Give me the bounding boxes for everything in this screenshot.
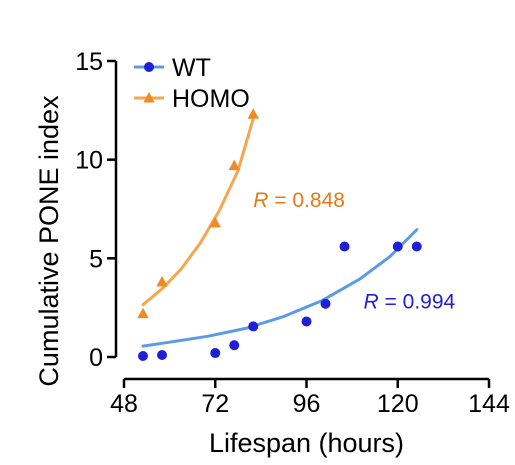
correlation-labels: R = 0.994 R = 0.848 <box>253 189 455 314</box>
wt-r-label: R = 0.994 <box>364 291 456 314</box>
y-axis-title: Cumulative PONE index <box>34 95 64 387</box>
homo-data-point <box>209 216 221 228</box>
y-tick-label: 0 <box>89 344 103 372</box>
homo-r-label: R = 0.848 <box>253 189 345 212</box>
y-tick-label: 10 <box>75 147 103 175</box>
wt-data-point <box>210 348 221 359</box>
data-points <box>137 108 422 362</box>
x-tick-label: 48 <box>110 390 138 418</box>
x-tick-label: 120 <box>377 390 419 418</box>
wt-data-point <box>157 350 168 361</box>
legend-homo-label: HOMO <box>172 85 250 113</box>
wt-data-point <box>229 340 240 351</box>
fit-lines <box>141 116 419 348</box>
legend-homo-marker <box>143 92 155 103</box>
x-tick-label: 72 <box>201 390 229 418</box>
homo-fit-curve <box>141 116 255 307</box>
x-axis-title: Lifespan (hours) <box>209 428 404 458</box>
homo-data-point <box>247 108 259 119</box>
wt-data-point <box>411 241 422 252</box>
wt-fit-curve <box>141 228 419 348</box>
homo-data-point <box>156 276 168 287</box>
x-ticks: 48 72 96 120 144 <box>110 379 510 418</box>
legend-wt-label: WT <box>172 54 211 82</box>
wt-data-point <box>392 241 403 252</box>
x-tick-label: 144 <box>468 390 510 418</box>
axes: 48 72 96 120 144 0 5 10 15 <box>75 48 510 418</box>
x-tick-label: 96 <box>293 390 321 418</box>
y-ticks: 0 5 10 15 <box>75 48 116 372</box>
wt-data-point <box>339 241 350 252</box>
plot-area <box>137 108 422 362</box>
legend-wt-marker <box>144 62 154 72</box>
wt-data-point <box>301 316 312 327</box>
wt-data-point <box>320 298 331 309</box>
homo-data-point <box>137 307 149 319</box>
y-tick-label: 15 <box>75 48 103 76</box>
homo-data-point <box>228 159 240 171</box>
legend: WT HOMO <box>134 54 250 113</box>
wt-data-point <box>248 321 259 332</box>
y-tick-label: 5 <box>89 245 103 273</box>
wt-data-point <box>138 351 149 362</box>
